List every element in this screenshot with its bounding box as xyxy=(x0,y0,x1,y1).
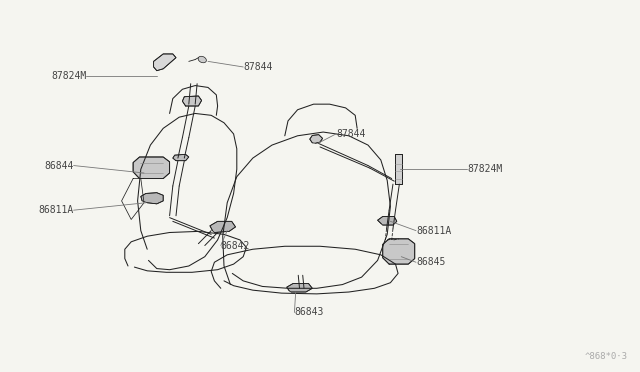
Polygon shape xyxy=(154,54,176,71)
Text: 86811A: 86811A xyxy=(38,205,74,215)
Polygon shape xyxy=(378,217,397,225)
Polygon shape xyxy=(182,96,202,106)
Text: 87844: 87844 xyxy=(336,129,365,139)
Text: 87824M: 87824M xyxy=(51,71,86,81)
Polygon shape xyxy=(310,135,323,143)
Text: 86845: 86845 xyxy=(416,257,445,267)
Text: 86842: 86842 xyxy=(221,241,250,250)
Polygon shape xyxy=(210,221,236,232)
Text: ^868*0·3: ^868*0·3 xyxy=(584,352,627,361)
Text: 86843: 86843 xyxy=(294,308,324,317)
Polygon shape xyxy=(395,154,402,184)
Polygon shape xyxy=(133,157,170,179)
Ellipse shape xyxy=(198,56,206,63)
Text: 86811A: 86811A xyxy=(416,226,451,235)
Polygon shape xyxy=(173,154,189,161)
Polygon shape xyxy=(383,239,415,264)
Text: 86844: 86844 xyxy=(44,161,74,170)
Polygon shape xyxy=(141,193,163,204)
Text: 87824M: 87824M xyxy=(467,164,502,174)
Text: 87844: 87844 xyxy=(243,62,273,72)
Polygon shape xyxy=(287,283,312,292)
